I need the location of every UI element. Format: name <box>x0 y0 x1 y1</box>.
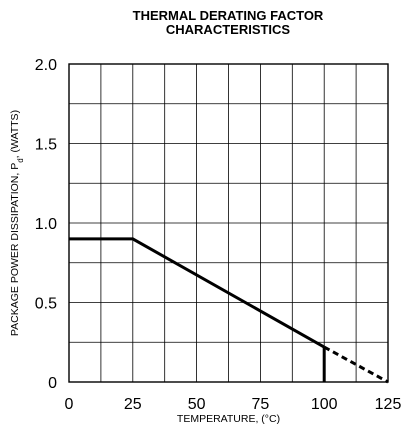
series-line-2 <box>323 345 389 384</box>
x-tick-label: 100 <box>311 396 338 413</box>
plot-frame <box>68 63 389 383</box>
y-tick-label: 1.0 <box>35 216 57 233</box>
x-tick-labels: 0 25 50 75 100 125 <box>65 396 402 413</box>
y-tick-label: 0 <box>48 375 57 392</box>
y-tick-label: 0.5 <box>35 296 57 313</box>
x-tick-label: 25 <box>124 396 142 413</box>
y-tick-labels: 0 0.5 1.0 1.5 2.0 <box>35 57 57 392</box>
series-line-1 <box>69 237 325 349</box>
y-axis-label: PACKAGE POWER DISSIPATION, Pd, (WATTS) <box>9 110 25 336</box>
x-tick-label: 125 <box>375 396 402 413</box>
series <box>69 237 389 384</box>
chart-subtitle: CHARACTERISTICS <box>165 22 291 37</box>
x-tick-label: 0 <box>65 396 74 413</box>
x-axis-label: TEMPERATURE, (°C) <box>177 413 280 425</box>
grid <box>69 64 388 382</box>
y-tick-label: 2.0 <box>35 57 57 74</box>
y-tick-label: 1.5 <box>35 137 57 154</box>
x-tick-label: 75 <box>252 396 270 413</box>
chart-title: THERMAL DERATING FACTOR <box>132 8 324 23</box>
x-tick-label: 50 <box>188 396 206 413</box>
